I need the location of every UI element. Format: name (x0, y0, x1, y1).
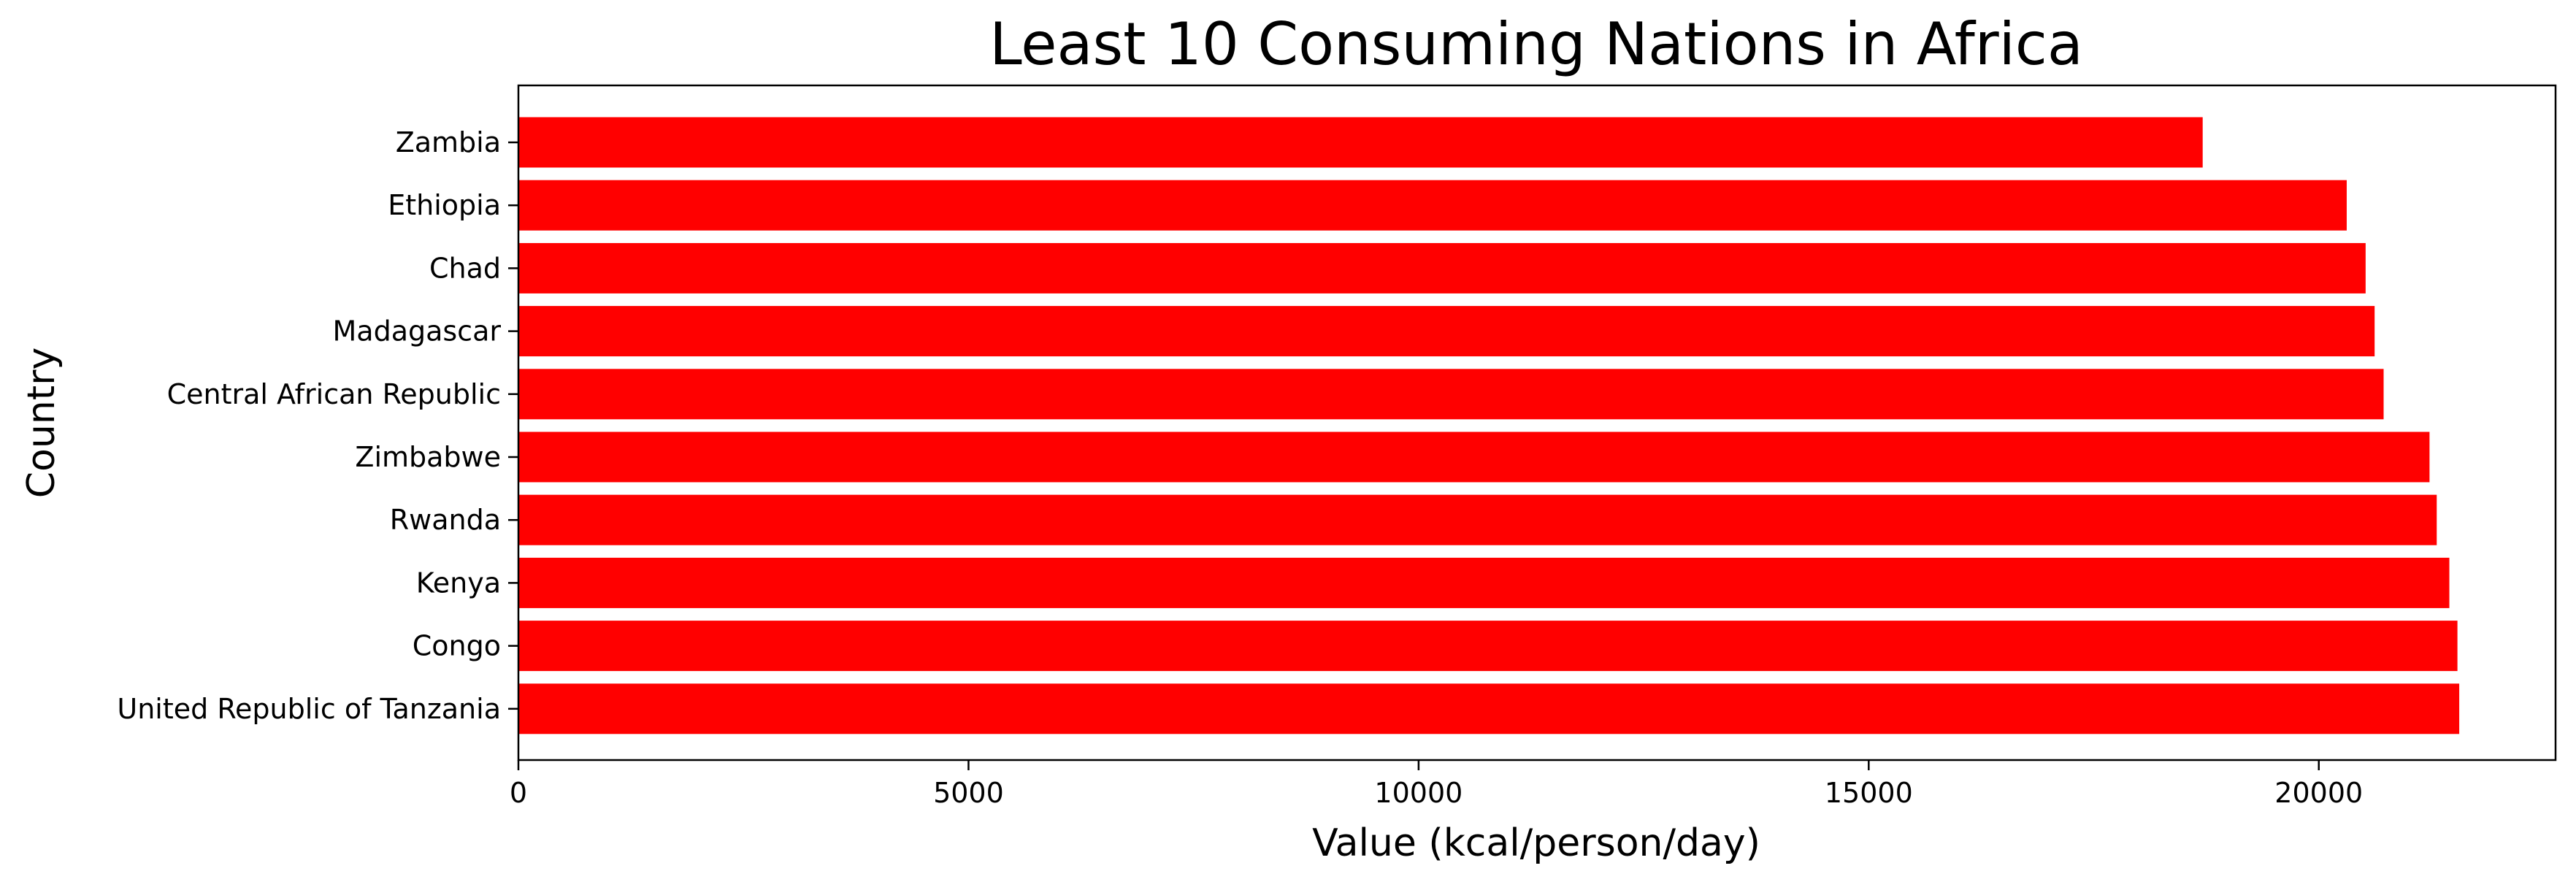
x-tick-label: 20000 (2274, 777, 2363, 809)
y-tick-label: Madagascar (333, 315, 502, 348)
x-axis-label: Value (kcal/person/day) (1312, 821, 1760, 865)
bars-layer (518, 117, 2460, 734)
y-tick-label: Ethiopia (388, 189, 501, 221)
bar (518, 117, 2203, 168)
bar (518, 180, 2347, 231)
y-tick-label: Zambia (396, 126, 501, 158)
y-tick-labels: Zambia Ethiopia Chad Madagascar Central Afri… (117, 126, 518, 725)
x-tick-label: 0 (510, 777, 527, 809)
x-ticks: 0 5000 10000 15000 20000 (510, 760, 2363, 809)
chart-title: Least 10 Consuming Nations in Africa (989, 10, 2083, 78)
y-tick-label: Congo (413, 630, 501, 662)
x-tick-label: 15000 (1825, 777, 1913, 809)
bar (518, 494, 2437, 545)
y-tick-label: Chad (429, 252, 501, 284)
y-tick-label: Central African Republic (167, 378, 501, 410)
plot-area-frame (517, 84, 2557, 762)
bar (518, 683, 2460, 734)
x-tick-label: 10000 (1374, 777, 1463, 809)
x-tick-label: 5000 (933, 777, 1004, 809)
bar (518, 306, 2375, 357)
bar (518, 242, 2366, 294)
bar (518, 369, 2384, 420)
y-axis-label: Country (20, 348, 64, 499)
bar (518, 431, 2430, 483)
y-tick-label: Kenya (416, 567, 501, 599)
y-tick-label: Zimbabwe (355, 441, 501, 473)
y-tick-label: Rwanda (390, 504, 501, 536)
bar (518, 557, 2450, 608)
bar (518, 621, 2458, 672)
y-tick-label: United Republic of Tanzania (117, 693, 501, 725)
